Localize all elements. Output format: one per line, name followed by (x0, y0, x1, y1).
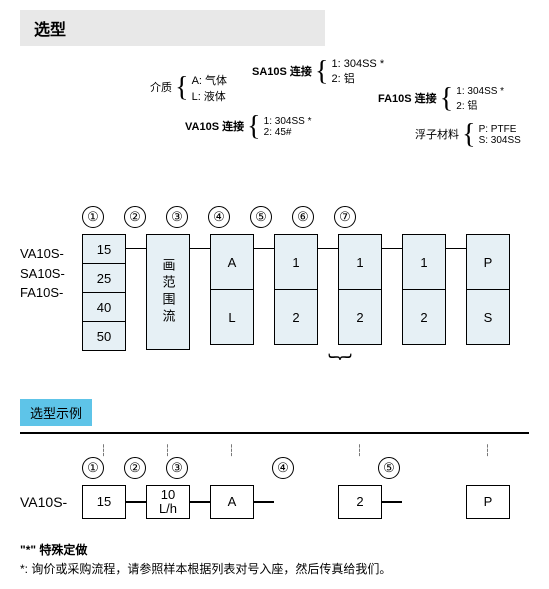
prefix-fa10s: FA10S- (20, 283, 82, 303)
ex-cell-3: A (210, 485, 254, 519)
notes: "*" 特殊定做 *: 询价或采购流程，请参照样本根据列表对号入座，然后传真给我… (20, 541, 529, 579)
legend-float-opt-s: S: 304SS (479, 135, 521, 146)
legend-float: 浮子材料 { P: PTFE S: 304SS (415, 124, 521, 146)
main-grid: VA10S- SA10S- FA10S- 15 25 40 50 画范围流 A … (20, 234, 529, 350)
note-2: *: 询价或采购流程，请参照样本根据列表对号入座，然后传真给我们。 (20, 560, 529, 579)
prefix-va10s: VA10S- (20, 244, 82, 264)
ex-circ-2: ② (124, 457, 146, 479)
circ-3: ③ (166, 206, 188, 228)
col-connector: 15 25 40 50 (82, 234, 126, 350)
cell-c7-s: S (466, 289, 510, 345)
cell-c1-40: 40 (82, 292, 126, 322)
legend-medium-opt-a: A: 气体 (192, 72, 227, 88)
cell-c7-p: P (466, 234, 510, 290)
legend-area: 介质 { A: 气体 L: 液体 SA10S 连接 { 1: 304SS * 2… (20, 106, 529, 206)
ex-prefix: VA10S- (20, 494, 82, 510)
legend-fa10s: FA10S 连接 { 1: 304SS * 2: 铝 (378, 86, 504, 112)
legend-sa10s-label: SA10S 连接 (252, 66, 312, 78)
ex-cell-4: 2 (338, 485, 382, 519)
legend-sa10s-opt2: 2: 铝 (332, 70, 385, 86)
legend-fa10s-opt1: 1: 304SS * (456, 86, 504, 97)
cell-c5-1: 1 (338, 234, 382, 290)
cell-c4-2: 2 (274, 289, 318, 345)
prefix-sa10s: SA10S- (20, 264, 82, 284)
example-row: VA10S- 15 10 L/h A 2 P (20, 485, 529, 519)
cell-c5-2: 2 (338, 289, 382, 345)
ex-cell-2: 10 L/h (146, 485, 190, 519)
prefix-col: VA10S- SA10S- FA10S- (20, 234, 82, 303)
circle-row: ① ② ③ ④ ⑤ ⑥ ⑦ (20, 206, 529, 228)
cell-c1-15: 15 (82, 234, 126, 264)
example-label: 选型示例 (20, 399, 92, 426)
cell-c6-2: 2 (402, 289, 446, 345)
cell-c2-range: 画范围流 (146, 234, 190, 350)
ex-circ-1: ① (82, 457, 104, 479)
legend-float-label: 浮子材料 (415, 129, 459, 141)
legend-va10s: VA10S 连接 { 1: 304SS * 2: 45# (185, 116, 311, 138)
example-circle-row: ① ② ③ ④ ⑤ (20, 457, 529, 479)
legend-medium: 介质 { A: 气体 L: 液体 (150, 72, 227, 104)
under-brace: ︸ (254, 346, 426, 381)
legend-va10s-label: VA10S 连接 (185, 121, 244, 133)
note-1: "*" 特殊定做 (20, 541, 529, 560)
legend-medium-opt-l: L: 液体 (192, 88, 227, 104)
circ-7: ⑦ (334, 206, 356, 228)
legend-medium-label: 介质 (150, 82, 172, 94)
title: 选型 (20, 10, 325, 46)
circ-4: ④ (208, 206, 230, 228)
circ-6: ⑥ (292, 206, 314, 228)
circ-1: ① (82, 206, 104, 228)
circ-2: ② (124, 206, 146, 228)
legend-sa10s-opt1: 1: 304SS * (332, 58, 385, 70)
circ-5: ⑤ (250, 206, 272, 228)
legend-va10s-opt1: 1: 304SS * (264, 116, 312, 127)
ex-cell-1: 15 (82, 485, 126, 519)
legend-sa10s: SA10S 连接 { 1: 304SS * 2: 铝 (252, 58, 384, 86)
ex-circ-3: ③ (166, 457, 188, 479)
legend-fa10s-label: FA10S 连接 (378, 93, 437, 105)
cell-c3-a: A (210, 234, 254, 290)
legend-va10s-opt2: 2: 45# (264, 127, 312, 138)
cell-c3-l: L (210, 289, 254, 345)
cell-c4-1: 1 (274, 234, 318, 290)
divider (20, 432, 529, 434)
legend-float-opt-p: P: PTFE (479, 124, 521, 135)
cell-c6-1: 1 (402, 234, 446, 290)
ex-circ-5: ⑤ (378, 457, 400, 479)
ex-cell-5: P (466, 485, 510, 519)
cell-c1-50: 50 (82, 321, 126, 351)
legend-fa10s-opt2: 2: 铝 (456, 97, 504, 112)
cell-c1-25: 25 (82, 263, 126, 293)
ex-circ-4: ④ (272, 457, 294, 479)
dash-row: ┆ ┆ ┆ ┆ ┆ (20, 444, 529, 457)
